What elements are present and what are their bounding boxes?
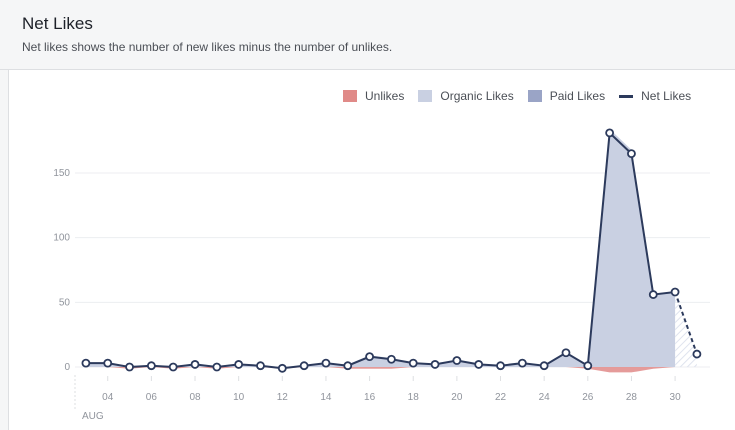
net-likes-point [496, 361, 505, 371]
x-tick-label: 24 [539, 392, 551, 403]
net-likes-point [365, 352, 374, 362]
card-title: Net Likes [22, 14, 93, 33]
net-likes-point [408, 358, 418, 368]
y-tick-label: 100 [53, 233, 70, 244]
chart-legend: Unlikes Organic Likes Paid Likes Net Lik… [343, 89, 691, 103]
x-tick-label: 10 [233, 392, 245, 403]
legend-item-net-likes[interactable]: Net Likes [619, 89, 691, 103]
x-tick-label: 18 [408, 392, 420, 403]
y-tick-label: 0 [64, 362, 70, 373]
net-likes-point [452, 356, 462, 365]
net-likes-point [561, 348, 571, 358]
net-likes-point [103, 358, 113, 368]
net-likes-point [343, 361, 353, 371]
legend-swatch-organic-likes [418, 90, 433, 102]
net-likes-point [539, 361, 549, 371]
y-tick-label: 50 [59, 297, 71, 308]
net-likes-projected-line [674, 291, 698, 355]
x-month-label: AUG [82, 411, 104, 422]
net-likes-point [692, 349, 702, 359]
legend-swatch-net-likes [619, 94, 634, 98]
x-tick-label: 30 [670, 392, 682, 403]
net-likes-point [605, 128, 615, 138]
net-likes-point [234, 360, 244, 369]
net-likes-point [190, 360, 200, 369]
legend-label-organic-likes: Organic Likes [440, 89, 514, 103]
x-tick-label: 08 [189, 392, 201, 403]
legend-label-net-likes: Net Likes [641, 89, 692, 103]
net-likes-point [321, 358, 331, 368]
legend-item-unlikes[interactable]: Unlikes [343, 89, 404, 103]
x-tick-label: 20 [451, 392, 463, 403]
y-tick-label: 150 [53, 168, 70, 179]
card-header: Net Likes Net likes shows the number of … [0, 0, 735, 70]
legend-swatch-paid-likes [527, 90, 542, 102]
net-likes-point [277, 363, 287, 373]
net-likes-point [474, 360, 484, 369]
x-tick-label: 14 [320, 392, 332, 403]
x-tick-label: 26 [582, 392, 594, 403]
card-subtitle: Net likes shows the number of new likes … [22, 40, 393, 54]
legend-item-paid-likes[interactable]: Paid Likes [527, 89, 606, 103]
net-likes-point [670, 287, 680, 297]
legend-swatch-unlikes [343, 90, 357, 102]
organic-likes-projected-area [675, 291, 697, 367]
x-tick-label: 16 [364, 392, 376, 403]
net-likes-point [168, 362, 178, 372]
net-likes-point [299, 361, 309, 371]
net-likes-point [81, 358, 91, 368]
legend-label-unlikes: Unlikes [365, 89, 405, 103]
net-likes-point [648, 290, 658, 299]
net-likes-point [146, 361, 156, 371]
x-tick-label: 06 [146, 392, 158, 403]
net-likes-point [212, 362, 222, 372]
net-likes-point [125, 362, 134, 372]
x-tick-label: 04 [102, 392, 114, 403]
organic-likes-area [85, 129, 676, 367]
unlikes-area [85, 367, 676, 373]
x-tick-label: 22 [495, 392, 507, 403]
x-tick-label: 28 [626, 392, 638, 403]
net-likes-point [627, 149, 636, 159]
legend-item-organic-likes[interactable]: Organic Likes [418, 89, 514, 103]
net-likes-point [583, 361, 593, 371]
x-tick-label: 12 [277, 392, 289, 403]
net-likes-point [430, 360, 440, 369]
net-likes-point [387, 354, 396, 364]
legend-label-paid-likes: Paid Likes [549, 89, 606, 103]
net-likes-point [256, 361, 265, 371]
net-likes-line [85, 130, 676, 370]
net-likes-point [517, 358, 527, 368]
